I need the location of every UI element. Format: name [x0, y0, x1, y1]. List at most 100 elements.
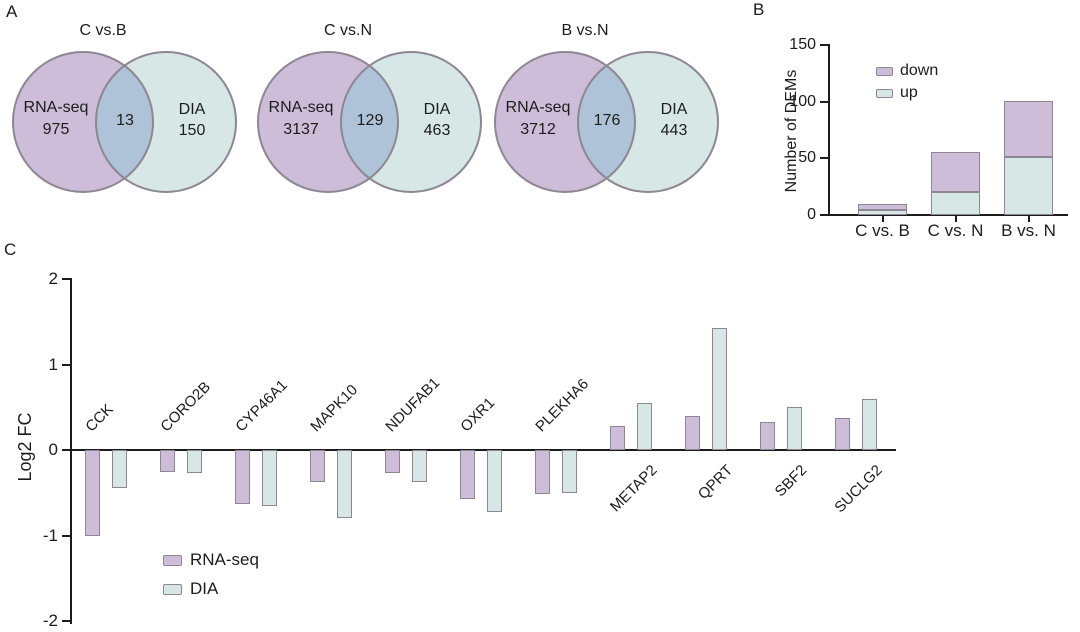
venn-diagram-c-vs-b: C vs.B RNA-seq 975 13 DIA 150 [8, 22, 253, 217]
panel-c-y-tick-label: 0 [48, 440, 58, 459]
stacked-bar-down-segment [1004, 100, 1053, 158]
panel-c-y-tick-mark [62, 363, 70, 366]
venn-overlap-count: 129 [356, 112, 384, 129]
grouped-bar-rna-seq [85, 450, 100, 536]
legend-label-rna-seq: RNA-seq [190, 550, 259, 569]
panel-c-y-tick-label: -1 [42, 525, 58, 545]
panel-b-x-axis-line [828, 214, 1068, 216]
grouped-bar-rna-seq [460, 450, 475, 499]
grouped-bar-rna-seq [685, 415, 700, 450]
grouped-bar-rna-seq [235, 450, 250, 504]
venn-right-set-count: 443 [660, 122, 688, 139]
grouped-bar-dia [262, 450, 277, 506]
grouped-bar-dia [787, 407, 802, 450]
panel-b-y-tick-mark [820, 100, 828, 103]
venn-title: B vs.N [561, 22, 609, 39]
panel-b-x-tick-label: B vs. N [1001, 221, 1056, 240]
gene-label: SUCLG2 [831, 461, 886, 517]
panel-b-y-tick-mark [820, 157, 828, 160]
panel-c-y-tick-label: 1 [48, 354, 58, 374]
venn-overlap-count: 176 [593, 112, 621, 129]
venn-right-set-count: 150 [178, 122, 206, 139]
venn-right-set-label: DIA [178, 101, 206, 118]
panel-b-y-tick-label: 50 [798, 149, 816, 167]
gene-label: MAPK10 [307, 381, 362, 436]
panel-b-y-tick-mark [820, 214, 828, 216]
gene-label: CCK [82, 400, 117, 436]
panel-c-y-tick-mark [62, 278, 70, 280]
grouped-bar-dia [337, 450, 352, 519]
legend-swatch-up [876, 89, 893, 98]
panel-b-x-tick-mark [881, 216, 884, 222]
grouped-bar-rna-seq [835, 417, 850, 450]
gene-label: CORO2B [157, 378, 215, 436]
panel-b-x-tick-label: C vs. N [927, 221, 984, 240]
venn-title: C vs.N [324, 22, 372, 39]
grouped-bar-dia [412, 450, 427, 482]
venn-right-set-label: DIA [423, 101, 451, 118]
panel-b-y-tick-mark [820, 44, 828, 46]
panel-b-label: B [753, 0, 765, 19]
stacked-bar-down-segment [858, 203, 907, 211]
legend-label-up: up [900, 84, 918, 101]
panel-c-y-tick-label: 2 [48, 269, 58, 288]
legend-swatch-rna-seq [163, 555, 182, 566]
grouped-bar-dia [187, 450, 202, 474]
venn-title: C vs.B [79, 22, 127, 39]
legend-swatch-dia [163, 584, 182, 595]
gene-label: PLEKHA6 [532, 375, 593, 436]
gene-label: QPRT [694, 461, 736, 504]
grouped-bar-rna-seq [760, 421, 775, 450]
venn-circles [12, 51, 237, 193]
grouped-bar-dia [112, 450, 127, 489]
gene-label: NDUFAB1 [382, 374, 444, 436]
venn-diagram-c-vs-n: C vs.N RNA-seq 3137 129 DIA 463 [253, 22, 498, 217]
venn-overlap-count: 13 [116, 112, 134, 129]
panel-c-y-tick-mark [62, 620, 70, 622]
panel-b-y-tick-label: 100 [789, 92, 816, 110]
panel-c-y-axis-line [70, 278, 72, 624]
panel-b-y-tick-label: 0 [807, 206, 816, 223]
venn-left-set-count: 975 [42, 121, 70, 138]
venn-left-set-label: RNA-seq [505, 99, 571, 116]
venn-left-set-count: 3137 [283, 121, 319, 138]
panel-b-y-tick-label: 150 [789, 36, 816, 53]
venn-left-set-label: RNA-seq [268, 99, 334, 116]
grouped-bar-rna-seq [310, 450, 325, 483]
grouped-bar-rna-seq [160, 450, 175, 473]
stacked-bar-up-segment [931, 192, 980, 215]
grouped-bar-rna-seq [610, 426, 625, 450]
grouped-bar-dia [862, 398, 877, 450]
grouped-bar-dia [637, 402, 652, 450]
venn-left-set-count: 3712 [520, 121, 556, 138]
panel-c-y-tick-mark [62, 534, 70, 537]
panel-b-x-tick-label: C vs. B [855, 221, 910, 240]
grouped-bar-dia [487, 450, 502, 512]
panel-c-label: C [4, 240, 17, 259]
legend-label-down: down [900, 62, 939, 79]
legend-swatch-down [876, 67, 893, 76]
gene-label: SBF2 [772, 461, 811, 501]
venn-circles [257, 51, 482, 193]
panel-c-y-tick-label: -2 [42, 611, 58, 630]
gene-label: METAP2 [607, 461, 661, 516]
venn-right-set-count: 463 [423, 122, 451, 139]
panel-b-y-axis-line [828, 44, 830, 216]
panel-b-x-tick-mark [954, 216, 957, 222]
grouped-bar-rna-seq [535, 450, 550, 495]
stacked-bar-down-segment [931, 151, 980, 193]
panel-b-x-tick-mark [1027, 216, 1030, 222]
venn-circles [494, 51, 719, 193]
legend-label-dia: DIA [190, 579, 219, 598]
grouped-bar-dia [712, 327, 727, 450]
stacked-bar-up-segment [1004, 157, 1053, 215]
grouped-bar-dia [562, 450, 577, 493]
gene-label: CYP46A1 [232, 376, 291, 436]
grouped-bar-rna-seq [385, 450, 400, 474]
panel-c-x-axis-line [70, 449, 896, 451]
gene-label: OXR1 [457, 394, 499, 436]
stacked-bar-up-segment [858, 210, 907, 215]
